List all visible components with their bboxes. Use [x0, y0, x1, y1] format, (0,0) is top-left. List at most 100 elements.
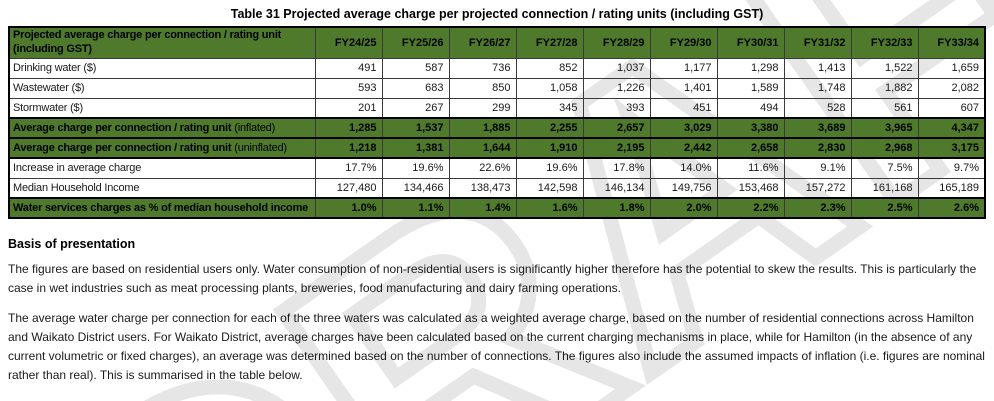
- table-row: Drinking water ($) 491 587 736 852 1,037 1,177…: [8, 57, 986, 79]
- value-cell: 2,442: [649, 137, 718, 159]
- value-cell: 1,910: [515, 137, 584, 159]
- table-row: Increase in average charge 17.7% 19.6% 22.6…: [8, 157, 986, 179]
- value-cell: 2,255: [515, 117, 584, 139]
- value-cell: 9.7%: [917, 157, 986, 179]
- row-label: Stormwater ($): [8, 97, 316, 119]
- value-cell: 9.1%: [783, 157, 852, 179]
- year-column-header: FY30/31: [716, 26, 785, 59]
- value-cell: 1,589: [716, 77, 785, 99]
- value-cell: 587: [381, 57, 450, 79]
- table-row: Water services charges as % of median ho…: [8, 197, 986, 219]
- value-cell: 19.6%: [381, 157, 450, 179]
- value-cell: 1,659: [917, 57, 986, 79]
- value-cell: 11.6%: [716, 157, 785, 179]
- value-cell: 19.6%: [515, 157, 584, 179]
- value-cell: 3,689: [783, 117, 852, 139]
- value-cell: 3,380: [716, 117, 785, 139]
- row-label: Drinking water ($): [8, 57, 316, 79]
- value-cell: 2.2%: [716, 197, 785, 219]
- value-cell: 157,272: [783, 177, 852, 199]
- table-row: Median Household Income 127,480 134,466 138…: [8, 177, 986, 199]
- table-row: Average charge per connection / rating u…: [8, 117, 986, 139]
- value-cell: 146,134: [582, 177, 651, 199]
- value-cell: 1,218: [314, 137, 383, 159]
- value-cell: 1.8%: [582, 197, 651, 219]
- section-heading: Basis of presentation: [8, 237, 136, 251]
- year-column-header: FY26/27: [448, 26, 517, 59]
- value-cell: 1.1%: [381, 197, 450, 219]
- row-label-text: Median Household Income: [13, 181, 140, 194]
- value-cell: 1,748: [783, 77, 852, 99]
- value-cell: 22.6%: [448, 157, 517, 179]
- year-column-header: FY31/32: [783, 26, 852, 59]
- row-label: Increase in average charge: [8, 157, 316, 179]
- value-cell: 683: [381, 77, 450, 99]
- row-label: Average charge per connection / rating u…: [8, 137, 316, 159]
- value-cell: 2.3%: [783, 197, 852, 219]
- value-cell: 138,473: [448, 177, 517, 199]
- year-column-header: FY24/25: [314, 26, 383, 59]
- value-cell: 1,226: [582, 77, 651, 99]
- value-cell: 267: [381, 97, 450, 119]
- row-label: Wastewater ($): [8, 77, 316, 99]
- value-cell: 1,644: [448, 137, 517, 159]
- value-cell: 3,965: [850, 117, 919, 139]
- value-cell: 736: [448, 57, 517, 79]
- value-cell: 852: [515, 57, 584, 79]
- basis-of-presentation-section: Basis of presentation The figures are ba…: [8, 237, 986, 385]
- value-cell: 2.6%: [917, 197, 986, 219]
- value-cell: 201: [314, 97, 383, 119]
- value-cell: 1,037: [582, 57, 651, 79]
- row-label-text: Average charge per connection / rating u…: [13, 142, 232, 154]
- year-column-header: FY25/26: [381, 26, 450, 59]
- value-cell: 1,381: [381, 137, 450, 159]
- value-cell: 1,882: [850, 77, 919, 99]
- value-cell: 528: [783, 97, 852, 119]
- value-cell: 299: [448, 97, 517, 119]
- year-column-header: FY32/33: [850, 26, 919, 59]
- value-cell: 3,029: [649, 117, 718, 139]
- body-paragraph: The average water charge per connection …: [8, 311, 985, 382]
- value-cell: 593: [314, 77, 383, 99]
- value-cell: 1.0%: [314, 197, 383, 219]
- value-cell: 1.6%: [515, 197, 584, 219]
- value-cell: 165,189: [917, 177, 986, 199]
- value-cell: 149,756: [649, 177, 718, 199]
- value-cell: 1,401: [649, 77, 718, 99]
- row-label-suffix: (inflated): [234, 122, 276, 134]
- value-cell: 2,658: [716, 137, 785, 159]
- value-cell: 2,968: [850, 137, 919, 159]
- value-cell: 2.0%: [649, 197, 718, 219]
- body-paragraph: The figures are based on residential use…: [8, 262, 977, 295]
- row-label: Average charge per connection / rating u…: [8, 117, 316, 139]
- value-cell: 4,347: [917, 117, 986, 139]
- value-cell: 2,657: [582, 117, 651, 139]
- year-column-header: FY33/34: [917, 26, 986, 59]
- row-label-text: Wastewater ($): [13, 82, 85, 94]
- row-label: Median Household Income: [8, 177, 316, 199]
- header-label: Projected average charge per connection …: [8, 26, 316, 59]
- value-cell: 2,830: [783, 137, 852, 159]
- value-cell: 1.4%: [448, 197, 517, 219]
- value-cell: 850: [448, 77, 517, 99]
- value-cell: 345: [515, 97, 584, 119]
- row-label: Water services charges as % of median ho…: [8, 197, 316, 219]
- value-cell: 1,298: [716, 57, 785, 79]
- year-column-header: FY27/28: [515, 26, 584, 59]
- table-header-row: Projected average charge per connection …: [8, 26, 986, 59]
- row-label-suffix: (uninflated): [234, 142, 287, 154]
- row-label-text: Stormwater ($): [13, 101, 83, 114]
- table-row: Wastewater ($) 593 683 850 1,058 1,226 1,401 1,…: [8, 77, 986, 99]
- value-cell: 17.7%: [314, 157, 383, 179]
- value-cell: 17.8%: [582, 157, 651, 179]
- value-cell: 451: [649, 97, 718, 119]
- value-cell: 3,175: [917, 137, 986, 159]
- value-cell: 2,082: [917, 77, 986, 99]
- value-cell: 393: [582, 97, 651, 119]
- value-cell: 161,168: [850, 177, 919, 199]
- row-label-text: Average charge per connection / rating u…: [13, 122, 232, 134]
- value-cell: 1,885: [448, 117, 517, 139]
- value-cell: 494: [716, 97, 785, 119]
- projected-charges-table: Projected average charge per connection …: [8, 26, 986, 219]
- value-cell: 142,598: [515, 177, 584, 199]
